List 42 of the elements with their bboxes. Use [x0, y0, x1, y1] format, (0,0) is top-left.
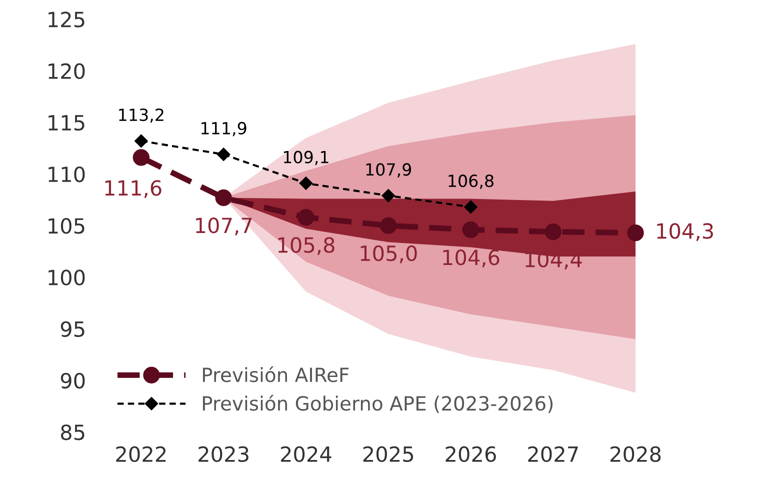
x-tick-label: 2027: [528, 446, 578, 462]
x-tick-label: 2028: [610, 446, 661, 462]
data-label: 104,3: [657, 223, 713, 241]
data-label: 113,2: [119, 108, 164, 123]
point: [627, 224, 644, 242]
data-label: 106,8: [448, 174, 494, 189]
data-label: 107,9: [366, 163, 412, 178]
point: [544, 223, 562, 240]
data-label: 104,4: [526, 252, 582, 270]
point: [380, 217, 397, 234]
y-tick-label: 115: [48, 115, 84, 131]
x-tick-label: 2025: [363, 446, 414, 462]
y-tick-label: 125: [48, 12, 84, 28]
legend-label: Previsión Gobierno APE (2023-2026): [202, 394, 553, 414]
data-label: 109,1: [284, 150, 328, 166]
data-label: 111,9: [202, 122, 246, 136]
x-tick-label: 2022: [116, 446, 166, 462]
y-tick-label: 120: [48, 63, 85, 80]
y-tick-label: 90: [60, 372, 85, 389]
x-tick-label: 2026: [446, 446, 496, 462]
point: [215, 189, 232, 206]
y-tick-label: 110: [48, 166, 85, 182]
point: [462, 221, 480, 238]
data-label: 105,0: [360, 245, 417, 264]
point: [382, 189, 395, 202]
y-tick-label: 100: [48, 270, 85, 286]
data-label: 111,6: [105, 180, 162, 198]
point: [299, 176, 313, 190]
data-label: 105,8: [278, 237, 334, 256]
data-label: 104,6: [443, 250, 500, 268]
point: [216, 148, 230, 161]
x-tick-label: 2023: [198, 446, 248, 462]
point: [464, 200, 478, 214]
point: [298, 209, 314, 226]
y-tick-label: 105: [48, 218, 84, 234]
legend-label: Previsión AIReF: [202, 366, 349, 382]
y-tick-label: 95: [60, 321, 84, 338]
x-tick-label: 2024: [280, 446, 332, 462]
point: [132, 149, 150, 166]
data-label: 107,7: [196, 218, 252, 236]
y-tick-label: 85: [60, 424, 84, 440]
point: [134, 134, 148, 148]
